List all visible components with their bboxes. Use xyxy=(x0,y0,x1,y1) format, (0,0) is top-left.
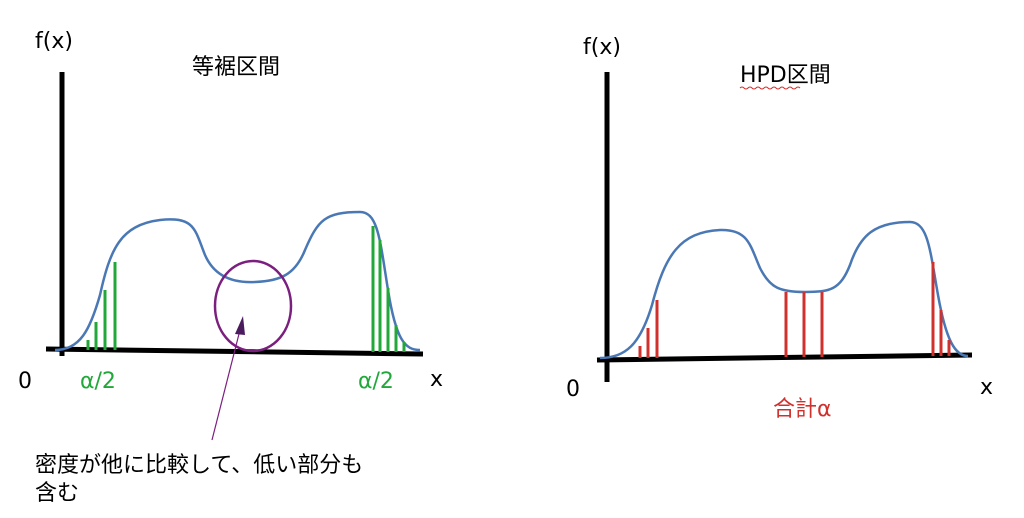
panel-title: HPD区間 xyxy=(740,63,831,88)
spell-underline xyxy=(739,86,801,90)
tail-label: α/2 xyxy=(80,369,116,394)
x-axis-label: x xyxy=(980,375,993,400)
arrow-line xyxy=(211,329,241,441)
total-label: 合計α xyxy=(773,397,832,422)
origin-label: 0 xyxy=(566,377,580,402)
x-axis xyxy=(596,352,973,363)
arrow-head xyxy=(235,316,245,335)
left-panel: f(x) 等裾区間 0 x α/2 α/2 密度が他に比較して、低い部分も 含む xyxy=(18,29,443,506)
x-axis-label: x xyxy=(430,367,443,392)
tail-lines xyxy=(86,226,406,352)
y-axis-label: f(x) xyxy=(583,35,621,60)
hpd-lines xyxy=(638,262,951,358)
panel-title: 等裾区間 xyxy=(192,55,280,80)
annotation: 密度が他に比較して、低い部分も xyxy=(35,453,363,478)
right-panel: f(x) HPD区間 0 x 合計α xyxy=(566,35,993,422)
origin-label: 0 xyxy=(18,369,32,394)
tail-label: α/2 xyxy=(358,369,394,394)
annotation: 含む xyxy=(35,481,79,506)
y-axis-label: f(x) xyxy=(35,29,73,54)
low-density-circle xyxy=(213,259,293,353)
density-curve xyxy=(599,220,969,360)
